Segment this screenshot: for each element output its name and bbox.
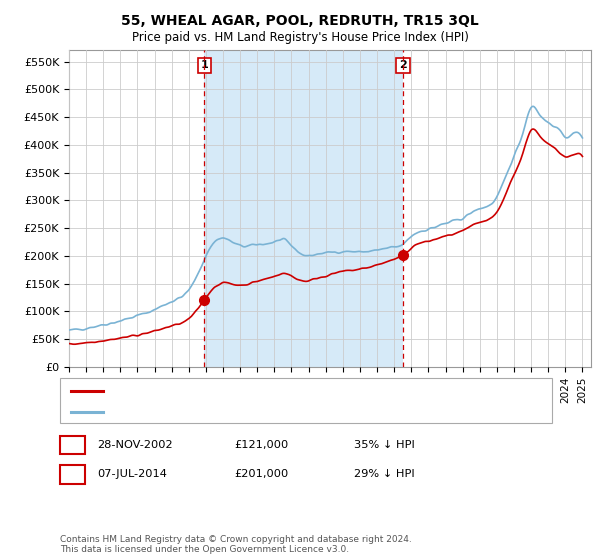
Text: 1: 1	[200, 60, 208, 71]
Text: 55, WHEAL AGAR, POOL, REDRUTH, TR15 3QL (detached house): 55, WHEAL AGAR, POOL, REDRUTH, TR15 3QL …	[109, 385, 460, 395]
Bar	[205, 50, 403, 367]
Text: 2: 2	[68, 468, 77, 481]
Text: 07-JUL-2014: 07-JUL-2014	[97, 469, 167, 479]
Text: 1: 1	[68, 438, 77, 452]
Text: £121,000: £121,000	[234, 440, 288, 450]
Text: 35% ↓ HPI: 35% ↓ HPI	[354, 440, 415, 450]
Text: 29% ↓ HPI: 29% ↓ HPI	[354, 469, 415, 479]
Text: Price paid vs. HM Land Registry's House Price Index (HPI): Price paid vs. HM Land Registry's House …	[131, 31, 469, 44]
Text: 55, WHEAL AGAR, POOL, REDRUTH, TR15 3QL: 55, WHEAL AGAR, POOL, REDRUTH, TR15 3QL	[121, 14, 479, 28]
Text: £201,000: £201,000	[234, 469, 288, 479]
Text: 28-NOV-2002: 28-NOV-2002	[97, 440, 173, 450]
Text: Contains HM Land Registry data © Crown copyright and database right 2024.
This d: Contains HM Land Registry data © Crown c…	[60, 535, 412, 554]
Text: 2: 2	[399, 60, 407, 71]
Text: HPI: Average price, detached house, Cornwall: HPI: Average price, detached house, Corn…	[109, 407, 359, 417]
